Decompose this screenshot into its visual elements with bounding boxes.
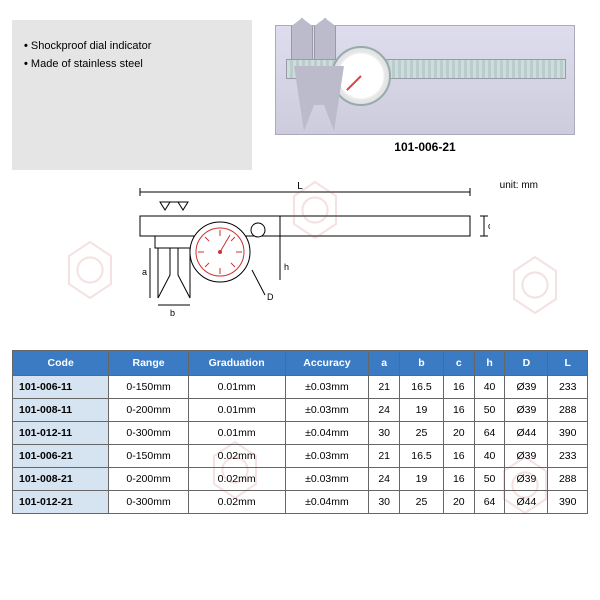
spec-table: CodeRangeGraduationAccuracyabchDL 101-00… bbox=[12, 350, 588, 514]
feature-item: Made of stainless steel bbox=[24, 58, 240, 70]
table-row: 101-008-210-200mm0.02mm±0.03mm24191650Ø3… bbox=[13, 468, 588, 491]
technical-diagram-area: unit: mm L bbox=[12, 180, 588, 335]
data-cell: 19 bbox=[400, 399, 444, 422]
dim-h: h bbox=[284, 262, 289, 272]
table-header-cell: c bbox=[443, 351, 474, 376]
data-cell: 16 bbox=[443, 468, 474, 491]
data-cell: 0-150mm bbox=[109, 445, 188, 468]
data-cell: Ø44 bbox=[505, 491, 548, 514]
table-row: 101-012-210-300mm0.02mm±0.04mm30252064Ø4… bbox=[13, 491, 588, 514]
data-cell: ±0.03mm bbox=[285, 399, 369, 422]
data-cell: 0-300mm bbox=[109, 491, 188, 514]
features-list: Shockproof dial indicator Made of stainl… bbox=[24, 40, 240, 70]
code-cell: 101-006-21 bbox=[13, 445, 109, 468]
data-cell: 0-200mm bbox=[109, 468, 188, 491]
data-cell: ±0.04mm bbox=[285, 491, 369, 514]
data-cell: 0.02mm bbox=[188, 468, 285, 491]
dim-b: b bbox=[170, 308, 175, 318]
code-cell: 101-012-11 bbox=[13, 422, 109, 445]
data-cell: 30 bbox=[369, 422, 400, 445]
product-photo-area: 101-006-21 bbox=[262, 20, 588, 170]
data-cell: 16 bbox=[443, 399, 474, 422]
data-cell: 50 bbox=[474, 399, 505, 422]
data-cell: 21 bbox=[369, 376, 400, 399]
table-header-cell: Accuracy bbox=[285, 351, 369, 376]
data-cell: 19 bbox=[400, 468, 444, 491]
data-cell: 25 bbox=[400, 491, 444, 514]
data-cell: 0-150mm bbox=[109, 376, 188, 399]
data-cell: 16.5 bbox=[400, 445, 444, 468]
data-cell: 30 bbox=[369, 491, 400, 514]
data-cell: 0.01mm bbox=[188, 376, 285, 399]
data-cell: Ø39 bbox=[505, 468, 548, 491]
data-cell: 24 bbox=[369, 399, 400, 422]
table-row: 101-008-110-200mm0.01mm±0.03mm24191650Ø3… bbox=[13, 399, 588, 422]
data-cell: 16 bbox=[443, 376, 474, 399]
data-cell: 16 bbox=[443, 445, 474, 468]
data-cell: 64 bbox=[474, 491, 505, 514]
data-cell: Ø44 bbox=[505, 422, 548, 445]
table-header-cell: Code bbox=[13, 351, 109, 376]
data-cell: 233 bbox=[548, 445, 588, 468]
code-cell: 101-012-21 bbox=[13, 491, 109, 514]
table-header-cell: L bbox=[548, 351, 588, 376]
data-cell: 20 bbox=[443, 491, 474, 514]
data-cell: ±0.03mm bbox=[285, 376, 369, 399]
data-cell: 0.02mm bbox=[188, 445, 285, 468]
table-header-cell: b bbox=[400, 351, 444, 376]
data-cell: 25 bbox=[400, 422, 444, 445]
table-body: 101-006-110-150mm0.01mm±0.03mm2116.51640… bbox=[13, 376, 588, 514]
data-cell: Ø39 bbox=[505, 376, 548, 399]
data-cell: 40 bbox=[474, 376, 505, 399]
data-cell: 390 bbox=[548, 491, 588, 514]
data-cell: 50 bbox=[474, 468, 505, 491]
data-cell: ±0.03mm bbox=[285, 468, 369, 491]
table-row: 101-006-110-150mm0.01mm±0.03mm2116.51640… bbox=[13, 376, 588, 399]
data-cell: 0.02mm bbox=[188, 491, 285, 514]
data-cell: 0-300mm bbox=[109, 422, 188, 445]
caliper-jaws bbox=[294, 66, 344, 131]
dim-c: c bbox=[488, 221, 490, 231]
table-header-cell: D bbox=[505, 351, 548, 376]
dim-D: D bbox=[267, 292, 274, 302]
data-cell: Ø39 bbox=[505, 399, 548, 422]
data-cell: 0-200mm bbox=[109, 399, 188, 422]
product-code-label: 101-006-21 bbox=[262, 140, 588, 154]
data-cell: 0.01mm bbox=[188, 422, 285, 445]
features-box: Shockproof dial indicator Made of stainl… bbox=[12, 20, 252, 170]
code-cell: 101-006-11 bbox=[13, 376, 109, 399]
data-cell: 288 bbox=[548, 399, 588, 422]
code-cell: 101-008-11 bbox=[13, 399, 109, 422]
data-cell: 233 bbox=[548, 376, 588, 399]
unit-label: unit: mm bbox=[500, 180, 538, 191]
data-cell: Ø39 bbox=[505, 445, 548, 468]
feature-item: Shockproof dial indicator bbox=[24, 40, 240, 52]
data-cell: 16.5 bbox=[400, 376, 444, 399]
data-cell: 21 bbox=[369, 445, 400, 468]
table-header-cell: h bbox=[474, 351, 505, 376]
dim-a: a bbox=[142, 267, 147, 277]
table-row: 101-006-210-150mm0.02mm±0.03mm2116.51640… bbox=[13, 445, 588, 468]
data-cell: 24 bbox=[369, 468, 400, 491]
table-row: 101-012-110-300mm0.01mm±0.04mm30252064Ø4… bbox=[13, 422, 588, 445]
data-cell: 40 bbox=[474, 445, 505, 468]
data-cell: 20 bbox=[443, 422, 474, 445]
code-cell: 101-008-21 bbox=[13, 468, 109, 491]
table-header-cell: Range bbox=[109, 351, 188, 376]
caliper-diagram: L c bbox=[110, 180, 490, 320]
data-cell: ±0.04mm bbox=[285, 422, 369, 445]
table-header-cell: Graduation bbox=[188, 351, 285, 376]
data-cell: ±0.03mm bbox=[285, 445, 369, 468]
dim-L: L bbox=[297, 181, 303, 192]
caliper-photo bbox=[275, 25, 575, 135]
data-cell: 288 bbox=[548, 468, 588, 491]
data-cell: 64 bbox=[474, 422, 505, 445]
table-header-row: CodeRangeGraduationAccuracyabchDL bbox=[13, 351, 588, 376]
table-header-cell: a bbox=[369, 351, 400, 376]
data-cell: 0.01mm bbox=[188, 399, 285, 422]
data-cell: 390 bbox=[548, 422, 588, 445]
